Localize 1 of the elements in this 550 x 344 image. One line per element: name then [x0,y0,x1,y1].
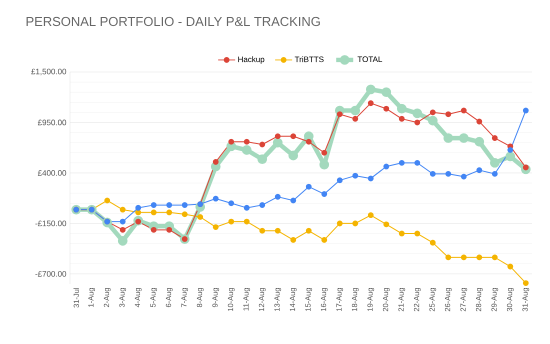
chart-title: PERSONAL PORTFOLIO - DAILY P&L TRACKING [26,16,320,26]
